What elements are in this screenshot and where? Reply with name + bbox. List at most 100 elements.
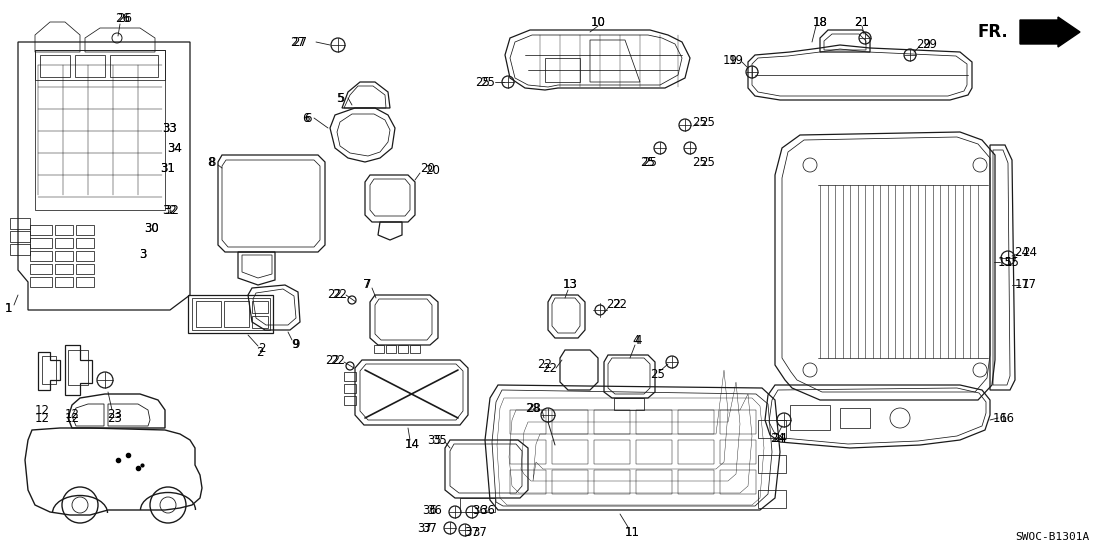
Text: 25: 25	[692, 156, 707, 168]
Bar	[678, 470, 714, 494]
Bar	[10, 218, 30, 229]
Text: 29: 29	[916, 38, 932, 52]
Text: 20: 20	[425, 163, 440, 177]
Text: 37: 37	[464, 526, 480, 538]
Text: 28: 28	[525, 402, 540, 414]
Bar	[76, 264, 94, 274]
Text: 22: 22	[612, 299, 627, 311]
Text: 11: 11	[625, 526, 639, 538]
Text: 4: 4	[634, 334, 642, 346]
Text: 24: 24	[1015, 245, 1029, 259]
Bar	[398, 345, 408, 353]
Text: 23: 23	[107, 412, 123, 424]
Bar	[552, 410, 588, 434]
Bar	[30, 225, 52, 235]
Bar	[76, 225, 94, 235]
Text: 31: 31	[161, 162, 175, 175]
Text: 4: 4	[633, 334, 639, 346]
Text: 36: 36	[422, 504, 437, 516]
Bar	[343, 372, 356, 381]
Text: 32: 32	[163, 203, 177, 217]
Text: 14: 14	[404, 439, 420, 452]
Text: 27: 27	[290, 35, 306, 49]
Text: 18: 18	[812, 16, 828, 28]
Text: 13: 13	[563, 279, 577, 291]
Bar	[224, 301, 249, 327]
Bar	[30, 277, 52, 287]
Bar	[410, 345, 420, 353]
Bar	[55, 225, 73, 235]
Text: 17: 17	[1022, 279, 1037, 291]
Bar	[614, 398, 644, 410]
Bar	[594, 440, 630, 464]
Text: 1: 1	[4, 301, 12, 315]
Text: 12: 12	[64, 412, 80, 424]
Text: 18: 18	[812, 16, 828, 28]
Text: 30: 30	[145, 222, 160, 234]
Text: 25: 25	[700, 115, 715, 129]
Text: 22: 22	[537, 358, 552, 372]
Bar	[720, 440, 756, 464]
Bar	[552, 440, 588, 464]
Bar	[188, 295, 273, 333]
Text: 22: 22	[332, 289, 348, 301]
Text: 5: 5	[338, 91, 345, 105]
Text: 21: 21	[854, 16, 870, 28]
Bar	[386, 345, 396, 353]
Text: 24: 24	[772, 432, 788, 444]
Bar	[55, 277, 73, 287]
Text: 25: 25	[700, 156, 715, 168]
Bar	[35, 50, 165, 80]
Bar	[110, 55, 158, 77]
Text: 25: 25	[650, 368, 666, 382]
Bar	[10, 231, 30, 242]
Text: 26: 26	[115, 12, 131, 24]
Bar	[720, 470, 756, 494]
Bar	[636, 440, 671, 464]
Bar	[510, 470, 546, 494]
Text: 24: 24	[1022, 245, 1037, 259]
Text: 11: 11	[625, 526, 639, 538]
Text: 28: 28	[526, 402, 542, 414]
Bar	[68, 350, 88, 385]
Bar	[594, 410, 630, 434]
Text: 25: 25	[643, 156, 657, 168]
Text: 37: 37	[417, 521, 432, 535]
Text: 16: 16	[993, 412, 1007, 424]
Text: 12: 12	[34, 412, 50, 424]
Bar	[678, 410, 714, 434]
Text: 14: 14	[404, 439, 420, 452]
Text: 24: 24	[770, 432, 786, 444]
Text: 2: 2	[256, 346, 264, 358]
Text: 22: 22	[330, 353, 346, 367]
Bar	[594, 470, 630, 494]
Text: 37: 37	[422, 521, 438, 535]
Text: 30: 30	[145, 222, 160, 234]
Bar	[76, 251, 94, 261]
Bar	[343, 396, 356, 405]
Bar	[790, 405, 830, 430]
Text: 34: 34	[167, 141, 183, 155]
Bar	[55, 238, 73, 248]
Text: 16: 16	[1001, 412, 1015, 424]
Bar	[76, 277, 94, 287]
Text: 36: 36	[473, 504, 488, 516]
Text: 5: 5	[337, 91, 343, 105]
Text: 8: 8	[208, 156, 216, 168]
Text: 22: 22	[325, 353, 340, 367]
Bar	[30, 251, 52, 261]
Bar	[636, 410, 671, 434]
Bar	[75, 55, 105, 77]
Text: 6: 6	[302, 111, 310, 125]
Bar	[10, 244, 30, 255]
Bar	[510, 410, 546, 434]
Text: 21: 21	[854, 16, 870, 28]
Bar	[510, 440, 546, 464]
Text: 2: 2	[258, 341, 266, 355]
Text: 12: 12	[34, 403, 50, 417]
Text: 29: 29	[922, 38, 937, 52]
Text: 31: 31	[161, 162, 175, 175]
Bar	[30, 238, 52, 248]
Text: 7: 7	[365, 279, 372, 291]
Bar	[375, 345, 384, 353]
